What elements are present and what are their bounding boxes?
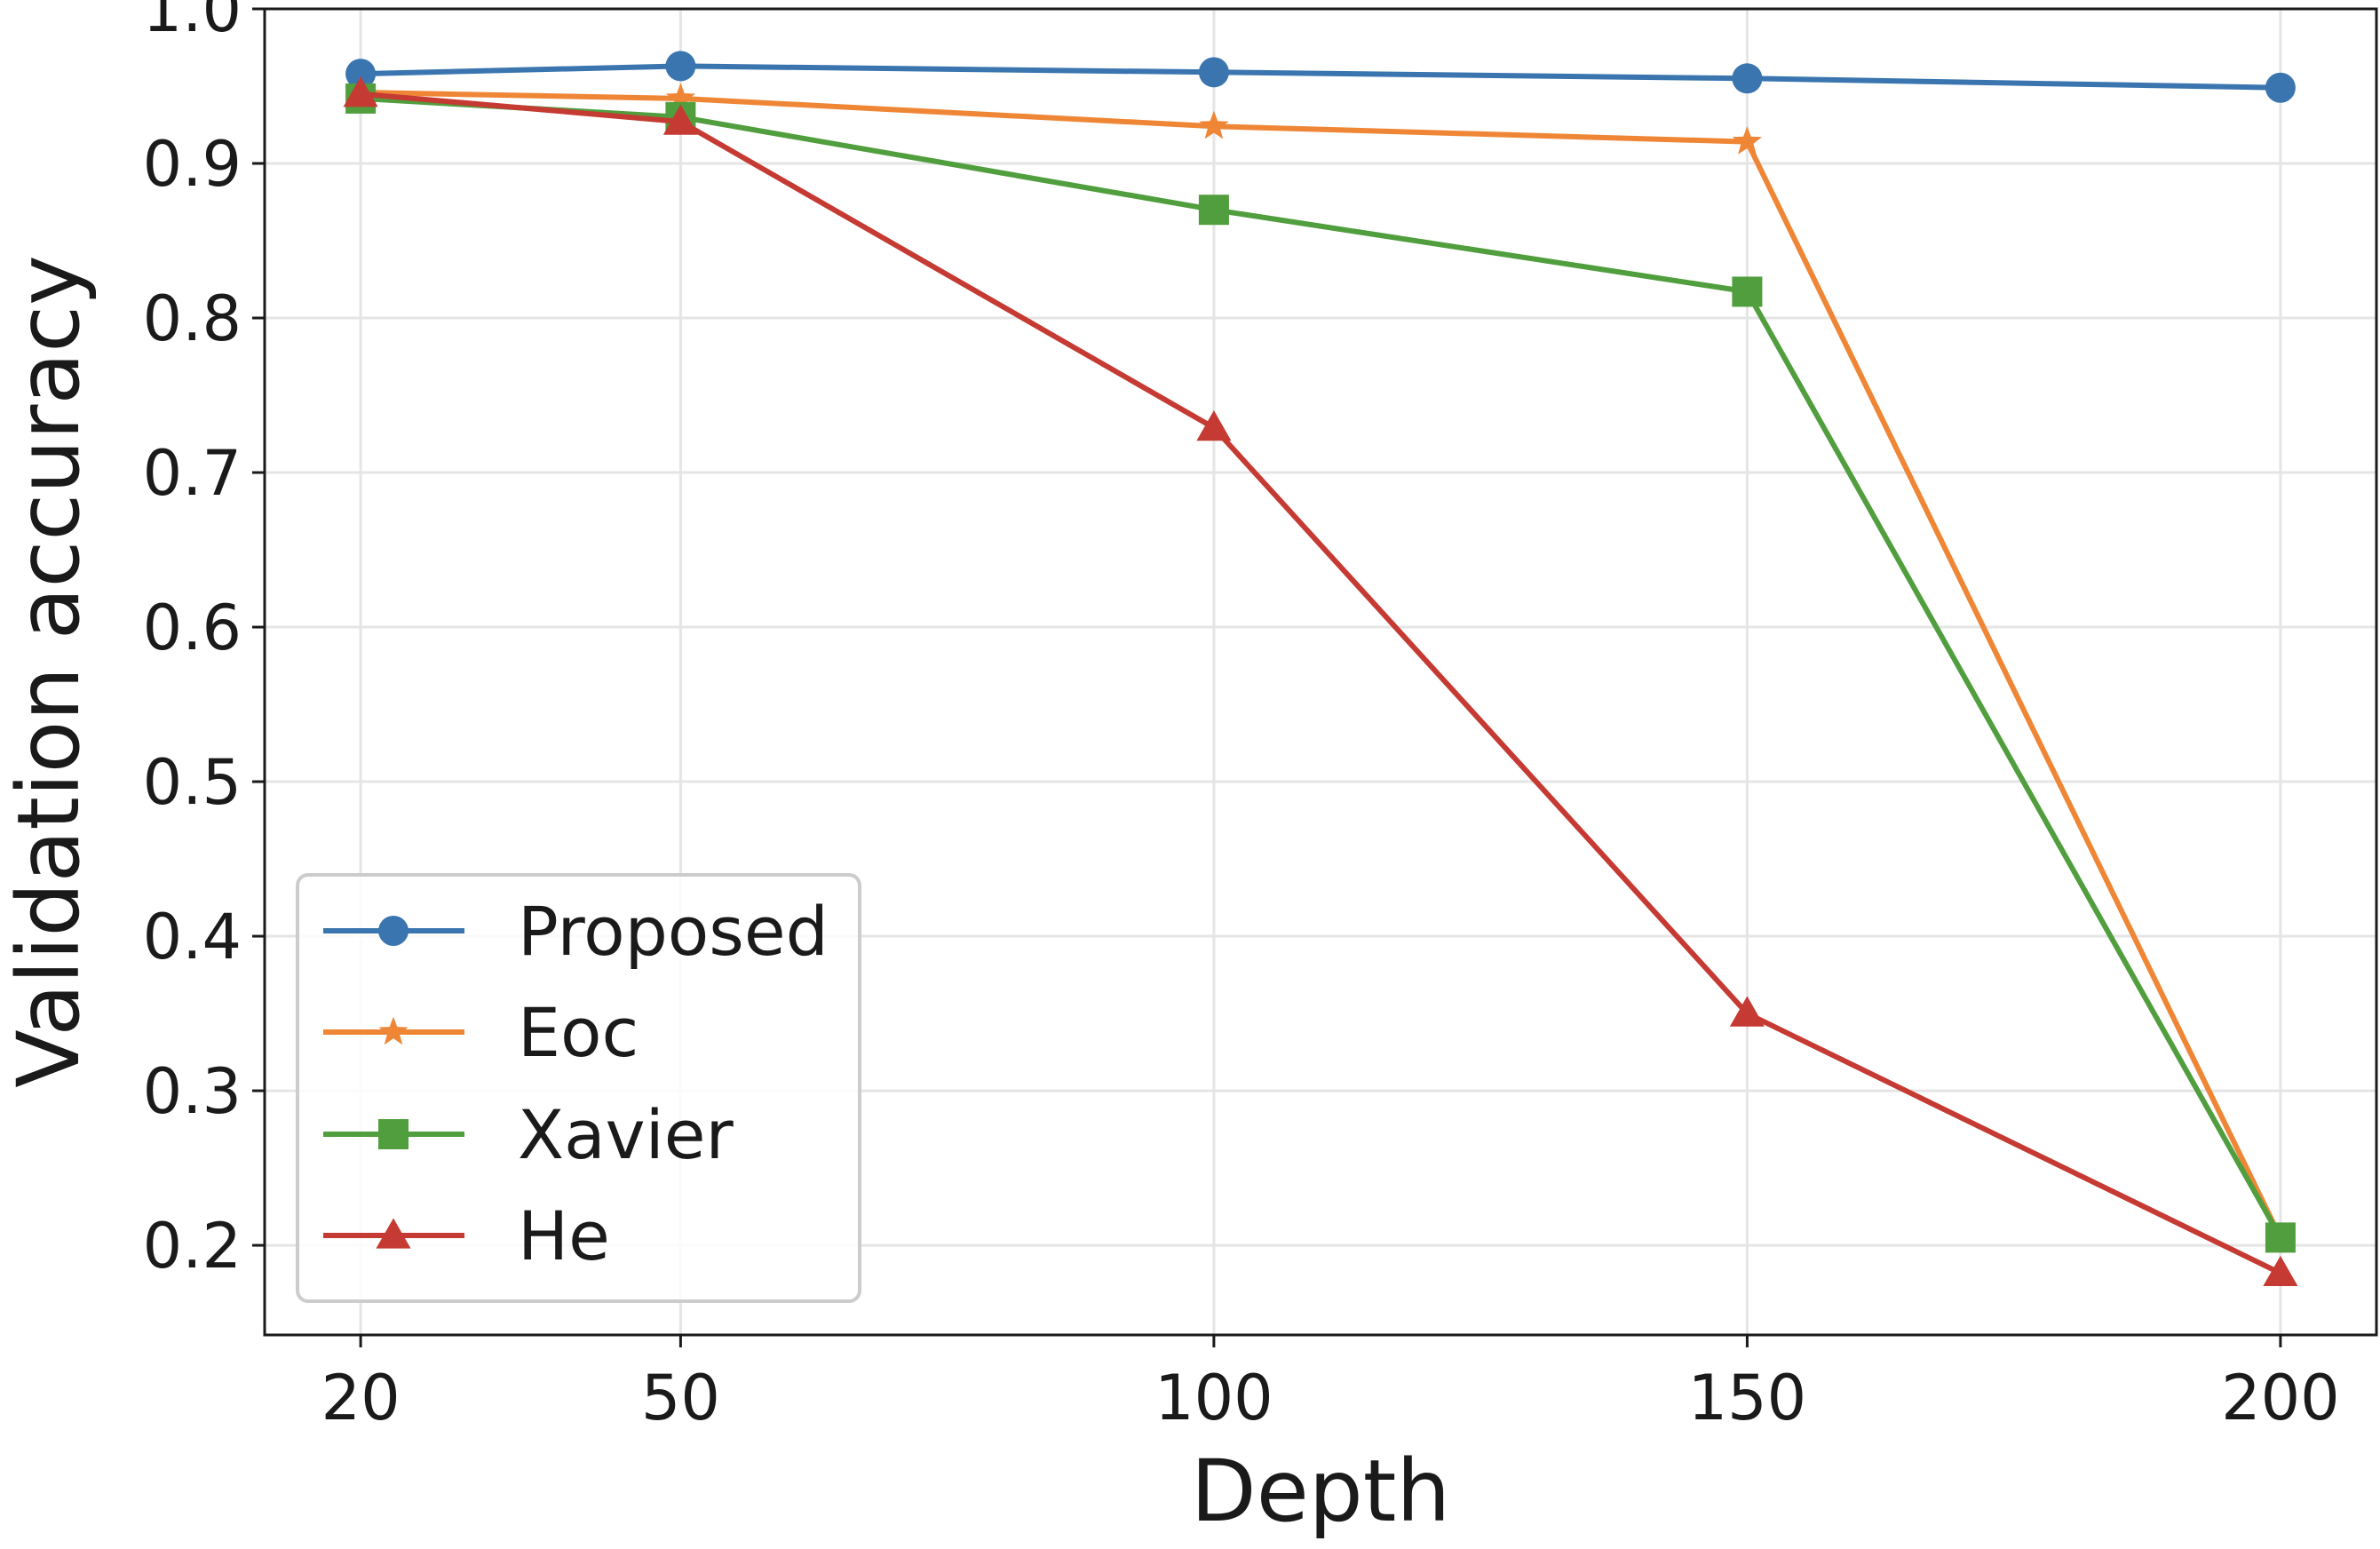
proposed-line	[361, 63, 2281, 91]
series-he	[343, 76, 2298, 1287]
proposed-data-point	[1198, 57, 1229, 88]
axes: 20 50 100 150 200 0.2 0.3 0.4 0.5 0.6 0.7 0.8 0.9 1.0	[143, 0, 2340, 1434]
legend-marker	[378, 916, 409, 946]
plot-area-frame	[263, 7, 2378, 1337]
y-axis-title: Validation accuracy	[0, 255, 99, 1088]
y-tick-label: 0.9	[143, 128, 242, 201]
he-data-point	[343, 76, 378, 107]
series-lines	[343, 51, 2298, 1287]
x-axis-title: Depth	[1191, 1442, 1450, 1541]
x-tick-label: 150	[1688, 1362, 1807, 1434]
proposed-data-point	[1732, 63, 1763, 94]
he-data-point	[1729, 996, 1765, 1027]
xavier-data-point	[1198, 195, 1229, 226]
legend-item-eoc: Eoc	[323, 993, 639, 1072]
y-tick-label: 0.3	[143, 1055, 242, 1128]
x-tick-label: 200	[2221, 1362, 2340, 1434]
xavier-data-point	[1732, 276, 1763, 307]
legend-marker	[378, 1016, 409, 1045]
x-tick-label: 20	[321, 1362, 401, 1434]
legend-item-xavier: Xavier	[323, 1095, 734, 1174]
he-data-point	[1196, 410, 1232, 441]
legend-label: He	[518, 1196, 610, 1275]
y-tick-label: 0.7	[143, 437, 242, 510]
legend-marker	[378, 1119, 409, 1149]
legend-label: Eoc	[518, 993, 639, 1072]
legend-label: Xavier	[518, 1095, 734, 1174]
y-tick-label: 0.5	[143, 746, 242, 819]
y-tick-label: 0.8	[143, 282, 242, 355]
he-data-point	[2263, 1255, 2298, 1287]
proposed-data-point	[2265, 72, 2296, 103]
eoc-data-point	[1199, 110, 1229, 139]
y-tick-label: 0.4	[143, 901, 242, 973]
legend: Proposed Eoc Xavier He	[296, 873, 861, 1303]
xavier-data-point	[2265, 1222, 2296, 1253]
legend-label: Proposed	[518, 892, 829, 971]
y-tick-label: 0.6	[143, 592, 242, 664]
eoc-data-point	[665, 83, 695, 112]
x-tick-label: 50	[641, 1362, 720, 1434]
proposed-data-point	[345, 59, 377, 90]
y-tick-label: 1.0	[143, 0, 242, 46]
legend-marker	[376, 1218, 411, 1249]
legend-item-proposed: Proposed	[323, 892, 829, 971]
x-tick-label: 100	[1154, 1362, 1273, 1434]
legend-frame	[296, 873, 861, 1303]
legend-item-he: He	[323, 1196, 610, 1275]
series-proposed	[345, 51, 2296, 103]
proposed-data-point	[665, 51, 696, 82]
y-tick-label: 0.2	[143, 1210, 242, 1283]
eoc-data-point	[1732, 126, 1762, 155]
he-data-point	[662, 104, 698, 135]
